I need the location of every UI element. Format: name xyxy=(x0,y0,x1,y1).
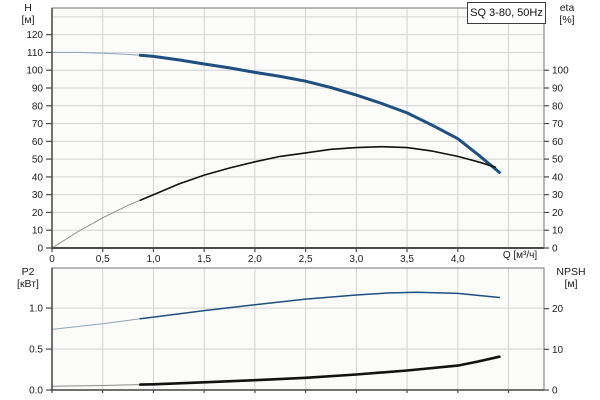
right-axis-title-eta: eta [%] xyxy=(547,2,587,26)
left-tick-label: 0 xyxy=(37,244,43,255)
curve-H xyxy=(138,53,501,174)
right-tick-label: 20 xyxy=(552,304,564,315)
curve-NPSH-lead xyxy=(51,384,141,387)
right-tick-label: 90 xyxy=(552,84,564,95)
right-tick-label: 40 xyxy=(552,172,564,183)
left-tick-label: 40 xyxy=(32,172,44,183)
left-tick-label: 120 xyxy=(26,30,43,41)
plot-area xyxy=(52,8,544,248)
x-tick-label: 0 xyxy=(49,254,55,265)
left-axis-title-head: H [м] xyxy=(10,2,46,26)
right-tick-label: 100 xyxy=(552,66,569,77)
curve-NPSH xyxy=(139,355,501,386)
left-tick-label: 60 xyxy=(32,137,44,148)
right-tick-label: 50 xyxy=(552,155,564,166)
right-tick-label: 80 xyxy=(552,101,564,112)
left-tick-label: 50 xyxy=(32,155,44,166)
axis-unit: [кВт] xyxy=(17,278,39,290)
left-tick-label: 30 xyxy=(32,190,44,201)
right-tick-label: 20 xyxy=(552,208,564,219)
right-tick-label: 0 xyxy=(552,244,558,255)
right-tick-label: 30 xyxy=(552,190,564,201)
axis-unit: [%] xyxy=(559,14,575,26)
x-tick-label: 2,0 xyxy=(248,254,262,265)
right-tick-label: 70 xyxy=(552,119,564,130)
x-tick-label: 1,0 xyxy=(146,254,160,265)
left-tick-label: 0.0 xyxy=(29,386,43,397)
axis-unit: [м] xyxy=(564,278,578,290)
left-tick-label: 20 xyxy=(32,208,44,219)
head-efficiency-chart: 0 10 20 30 40 50 60 70 80 90 100 110 120 0 10 20 30 40 50 6… xyxy=(26,7,569,265)
left-tick-label: 80 xyxy=(32,101,44,112)
plot-area xyxy=(52,268,544,390)
left-tick-label: 110 xyxy=(27,48,43,59)
curve-P2-lead xyxy=(51,318,141,330)
right-tick-label: 10 xyxy=(552,226,564,237)
right-tick-label: 0 xyxy=(552,386,558,397)
pump-model-title-box: SQ 3-80, 50Hz xyxy=(467,2,546,24)
left-tick-label: 70 xyxy=(32,119,44,130)
left-tick-label: 90 xyxy=(32,84,44,95)
left-axis-title-power: P2 [кВт] xyxy=(6,266,50,290)
x-tick-label: 1,5 xyxy=(197,254,211,265)
curve-eta xyxy=(139,145,497,201)
left-tick-label: 0.5 xyxy=(29,345,43,356)
axis-name: NPSH xyxy=(556,266,586,278)
curve-P2 xyxy=(139,291,501,320)
axis-unit: [м] xyxy=(21,14,35,26)
x-tick-label: 4,0 xyxy=(451,254,465,265)
x-tick-label: 2,5 xyxy=(299,254,313,265)
x-tick-label: 3,5 xyxy=(400,254,414,265)
left-tick-label: 10 xyxy=(32,226,44,237)
right-axis-title-npsh: NPSH [м] xyxy=(545,266,597,290)
x-tick-label: 3,0 xyxy=(349,254,363,265)
power-npsh-chart: 0.0 0.5 1.0 0 10 20 xyxy=(29,267,564,397)
curve-H-lead xyxy=(52,51,141,56)
axis-name: H xyxy=(24,2,32,14)
axis-name: eta xyxy=(559,2,575,14)
axis-name: P2 xyxy=(21,266,35,278)
curve-eta-lead xyxy=(51,199,141,249)
left-tick-label: 1.0 xyxy=(29,304,43,315)
left-tick-label: 100 xyxy=(26,66,43,77)
right-tick-label: 60 xyxy=(552,137,564,148)
x-axis-label: Q [м³/ч] xyxy=(502,250,538,261)
right-tick-label: 10 xyxy=(552,345,564,356)
x-tick-label: 0,5 xyxy=(96,254,110,265)
